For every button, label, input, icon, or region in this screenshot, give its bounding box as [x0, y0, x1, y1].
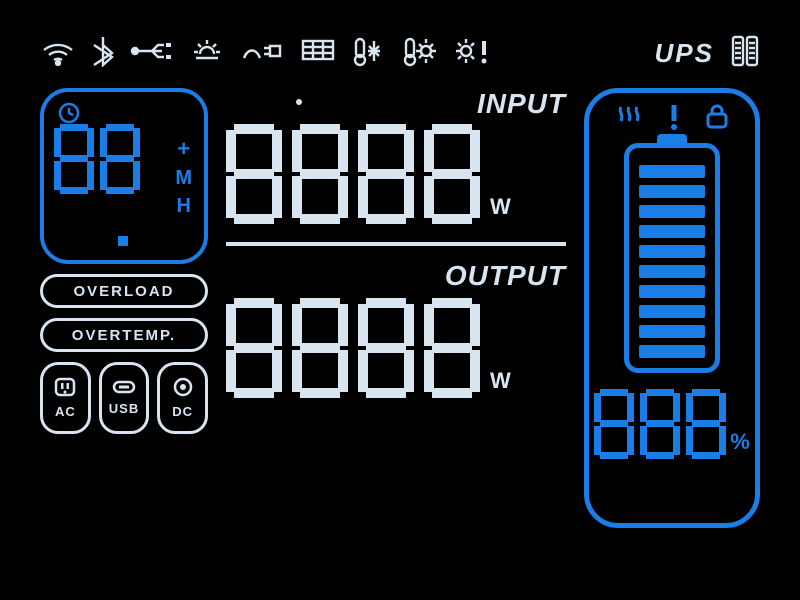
input-label: INPUT	[477, 88, 566, 120]
output-watts: W	[226, 298, 566, 398]
ups-label: UPS	[655, 38, 714, 69]
battery-bar	[639, 325, 705, 338]
wifi-icon	[40, 36, 76, 71]
temp-hot-icon	[402, 35, 436, 72]
ac-outlet-icon	[54, 377, 76, 400]
output-unit: W	[490, 368, 511, 394]
output-ports: AC USB DC	[40, 362, 208, 434]
battery-bar	[639, 165, 705, 178]
port-dc: DC	[157, 362, 208, 434]
bluetooth-icon	[92, 35, 114, 72]
battery-panel: %	[584, 88, 760, 528]
time-remaining-panel: + M H	[40, 88, 208, 264]
battery-bar	[639, 265, 705, 278]
battery-bar	[639, 185, 705, 198]
input-watts: W	[226, 124, 566, 224]
time-digits	[54, 124, 194, 194]
temp-cold-icon	[352, 35, 386, 72]
lamp-icon	[190, 36, 224, 71]
time-unit-h: H	[176, 196, 190, 216]
battery-gauge	[624, 143, 720, 373]
socket-icon	[226, 93, 248, 116]
output-label: OUTPUT	[226, 260, 566, 292]
usb-icon	[130, 38, 174, 69]
usb-c-icon	[112, 380, 136, 397]
status-icon-strip: UPS	[40, 30, 760, 76]
overload-badge: OVERLOAD	[40, 274, 208, 308]
parallel-icon	[730, 34, 760, 73]
battery-bar	[639, 345, 705, 358]
battery-percent: %	[594, 389, 750, 459]
battery-bar	[639, 225, 705, 238]
port-usb: USB	[99, 362, 150, 434]
port-label: USB	[109, 401, 139, 416]
io-divider	[226, 242, 566, 246]
solar-icon	[300, 37, 336, 70]
battery-bar	[639, 305, 705, 318]
input-unit: W	[490, 194, 511, 220]
card-icon	[258, 94, 280, 115]
time-plus: +	[177, 138, 190, 160]
percent-unit: %	[730, 429, 750, 455]
port-ac: AC	[40, 362, 91, 434]
decimal-dot	[118, 236, 128, 246]
overtemp-badge: OVERTEMP.	[40, 318, 208, 352]
port-label: DC	[172, 404, 193, 419]
warn-icon	[667, 103, 681, 136]
record-icon	[290, 93, 308, 116]
input-header: INPUT	[226, 88, 566, 120]
dc-jack-icon	[173, 377, 193, 400]
lock-icon	[705, 103, 729, 136]
heat-icon	[615, 103, 643, 136]
battery-bar	[639, 205, 705, 218]
plug-icon	[240, 38, 284, 69]
port-label: AC	[55, 404, 76, 419]
battery-bar	[639, 285, 705, 298]
battery-bar	[639, 245, 705, 258]
gear-warn-icon	[452, 35, 492, 72]
time-unit-m: M	[175, 168, 192, 188]
